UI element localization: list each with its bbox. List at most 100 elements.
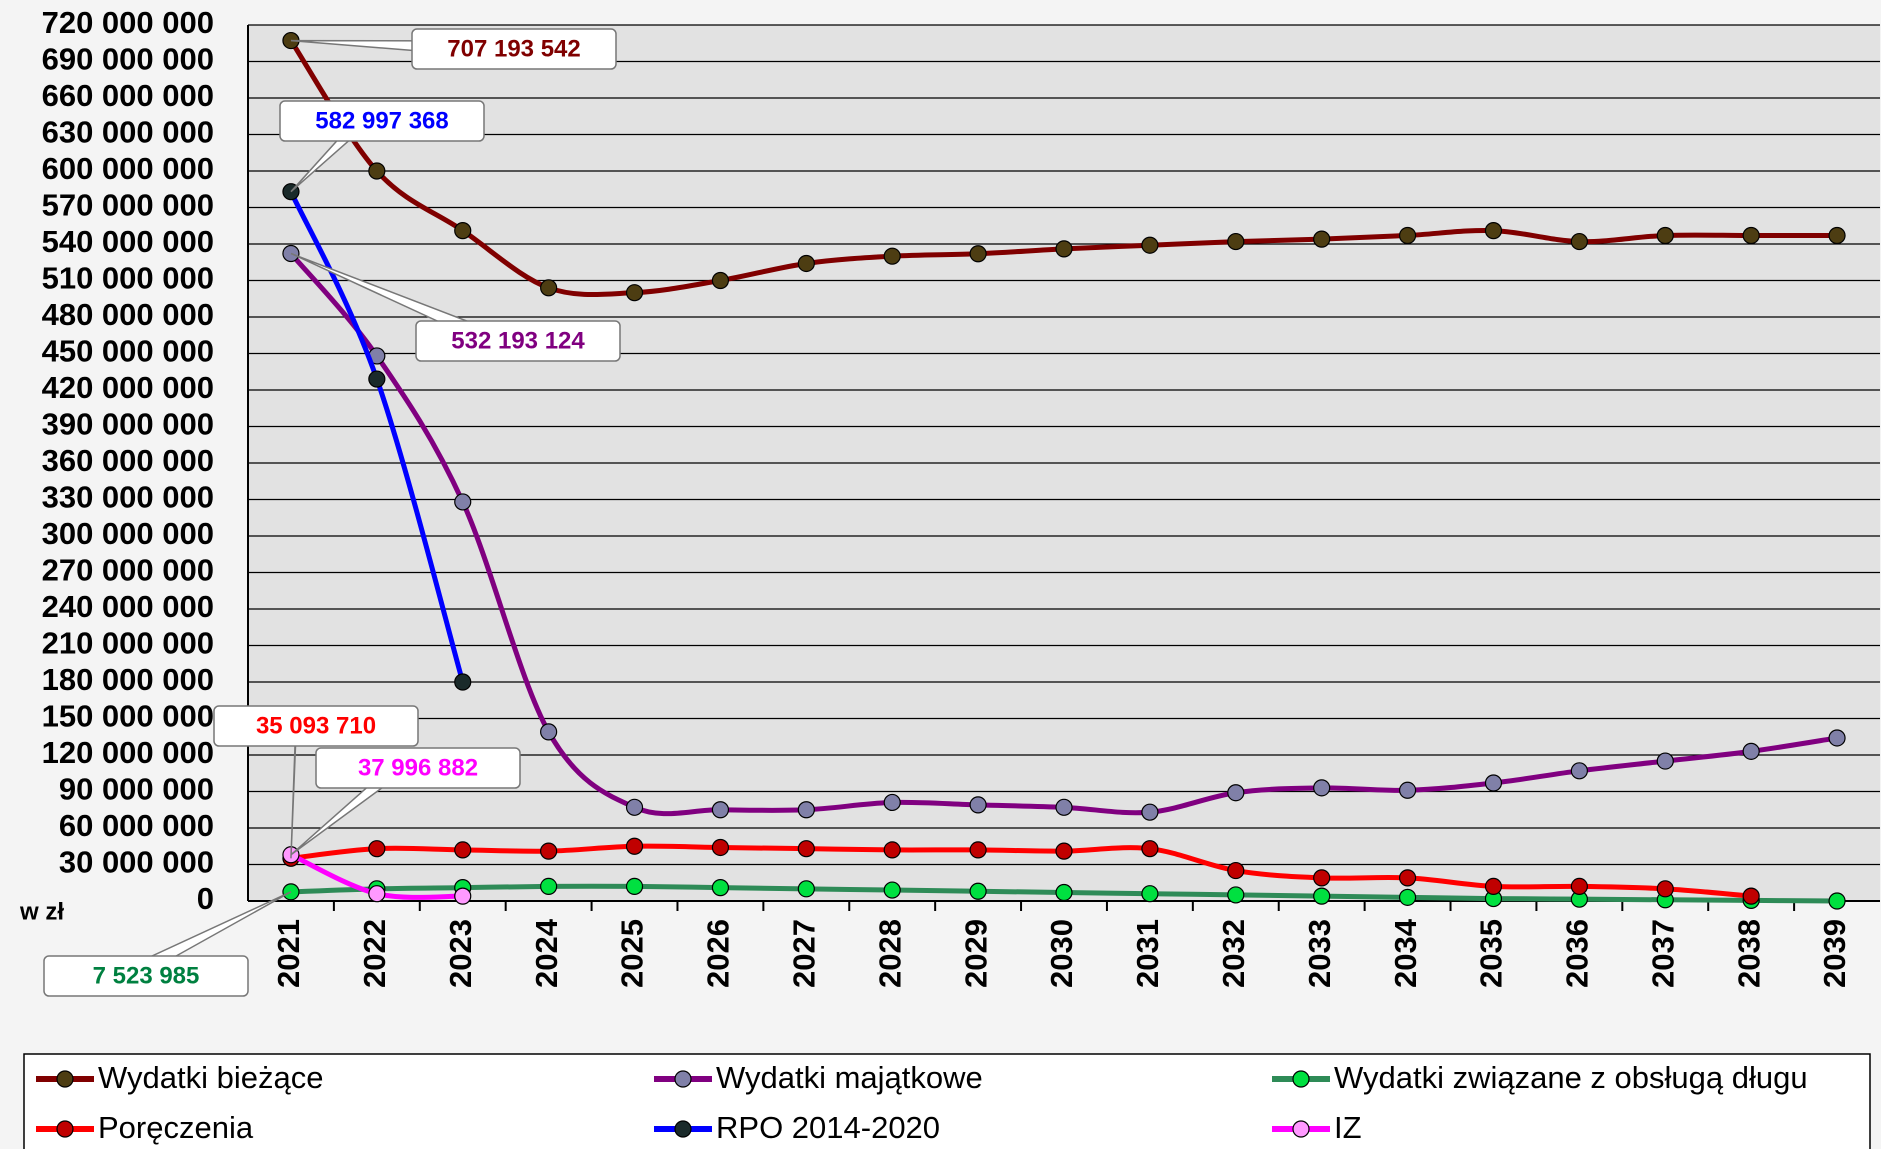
point [1227, 861, 1245, 880]
x-tick-label: 2037 [1645, 919, 1680, 988]
point [540, 723, 558, 741]
y-axis-label: w zł [19, 898, 64, 925]
point [1055, 240, 1073, 258]
point [454, 493, 472, 511]
y-tick-label: 420 000 000 [42, 370, 214, 405]
point [883, 881, 901, 899]
x-tick-label: 2038 [1731, 919, 1766, 988]
x-tick-label: 2036 [1560, 919, 1595, 988]
point [1141, 803, 1159, 821]
x-tick-label: 2022 [357, 919, 392, 988]
x-tick-label: 2031 [1130, 919, 1165, 988]
point [368, 840, 386, 858]
legend-marker [56, 1070, 74, 1088]
callout-box [411, 28, 617, 70]
x-tick-label: 2030 [1044, 919, 1079, 988]
point [1398, 888, 1417, 906]
point [454, 222, 472, 240]
y-tick-label: 540 000 000 [42, 224, 214, 259]
point [1055, 798, 1073, 816]
point [969, 245, 987, 263]
data-label: 37 996 882 [358, 754, 478, 781]
point [625, 284, 644, 302]
y-tick-label: 600 000 000 [42, 151, 214, 186]
x-tick-label: 2027 [787, 919, 822, 988]
point [1227, 886, 1245, 904]
x-tick-label: 2035 [1474, 919, 1509, 988]
point [711, 879, 730, 897]
point [1398, 226, 1417, 245]
series-line [289, 251, 1838, 817]
data-label: 7 523 985 [93, 962, 200, 989]
x-tick-label: 2026 [701, 919, 736, 988]
point [1227, 784, 1245, 802]
y-tick-label: 150 000 000 [42, 699, 214, 734]
y-tick-label: 240 000 000 [42, 589, 214, 624]
point [797, 254, 815, 273]
x-tick-label: 2032 [1216, 919, 1251, 988]
point [1398, 781, 1417, 799]
y-tick-label: 330 000 000 [42, 480, 214, 515]
x-tick-label: 2021 [271, 919, 306, 988]
point [1055, 883, 1073, 902]
x-tick-label: 2029 [958, 919, 993, 988]
y-tick-label: 360 000 000 [42, 443, 214, 478]
y-tick-label: 390 000 000 [42, 407, 214, 442]
point [1656, 752, 1674, 770]
point [883, 841, 901, 859]
y-tick-label: 570 000 000 [42, 188, 214, 223]
legend-label: RPO 2014-2020 [716, 1110, 940, 1145]
point [1141, 236, 1159, 254]
point [540, 842, 558, 860]
legend-label: Wydatki bieżące [98, 1060, 323, 1095]
point [1656, 880, 1674, 898]
point [1141, 885, 1159, 903]
point [797, 880, 815, 898]
point [969, 841, 987, 859]
point [454, 887, 472, 905]
legend-label: Wydatki majątkowe [716, 1060, 983, 1095]
point [711, 271, 730, 290]
point [540, 877, 558, 896]
callout-box [279, 100, 485, 142]
y-tick-label: 120 000 000 [42, 735, 214, 770]
point [1828, 729, 1846, 747]
x-tick-label: 2023 [443, 919, 478, 988]
x-tick-label: 2034 [1388, 918, 1423, 988]
legend-marker [1292, 1120, 1310, 1138]
y-tick-label: 180 000 000 [42, 662, 214, 697]
y-tick-label: 300 000 000 [42, 516, 214, 551]
y-tick-label: 720 000 000 [42, 5, 214, 40]
point [1570, 762, 1588, 780]
point [1398, 869, 1417, 887]
data-label: 582 997 368 [315, 107, 448, 134]
point [1055, 842, 1073, 860]
y-tick-label: 90 000 000 [59, 772, 214, 807]
point [625, 798, 644, 816]
point [1742, 226, 1760, 245]
data-label: 532 193 124 [451, 327, 585, 354]
y-tick-label: 480 000 000 [42, 297, 214, 332]
data-label: 35 093 710 [256, 712, 376, 739]
point [797, 840, 815, 858]
y-tick-label: 0 [197, 881, 214, 916]
point [368, 162, 386, 180]
point [1313, 887, 1331, 905]
point [625, 837, 644, 855]
legend-label: IZ [1334, 1110, 1362, 1145]
y-tick-label: 60 000 000 [59, 808, 214, 843]
y-tick-label: 270 000 000 [42, 553, 214, 588]
point [1141, 840, 1159, 858]
point [1313, 230, 1331, 248]
x-tick-label: 2025 [615, 919, 650, 988]
point [1484, 877, 1503, 896]
point [1828, 892, 1846, 910]
legend-marker [1292, 1070, 1310, 1088]
point [1570, 232, 1588, 251]
point [625, 877, 644, 896]
point [711, 801, 730, 819]
point [797, 801, 815, 819]
point [368, 370, 386, 388]
legend-label: Poręczenia [98, 1110, 254, 1145]
